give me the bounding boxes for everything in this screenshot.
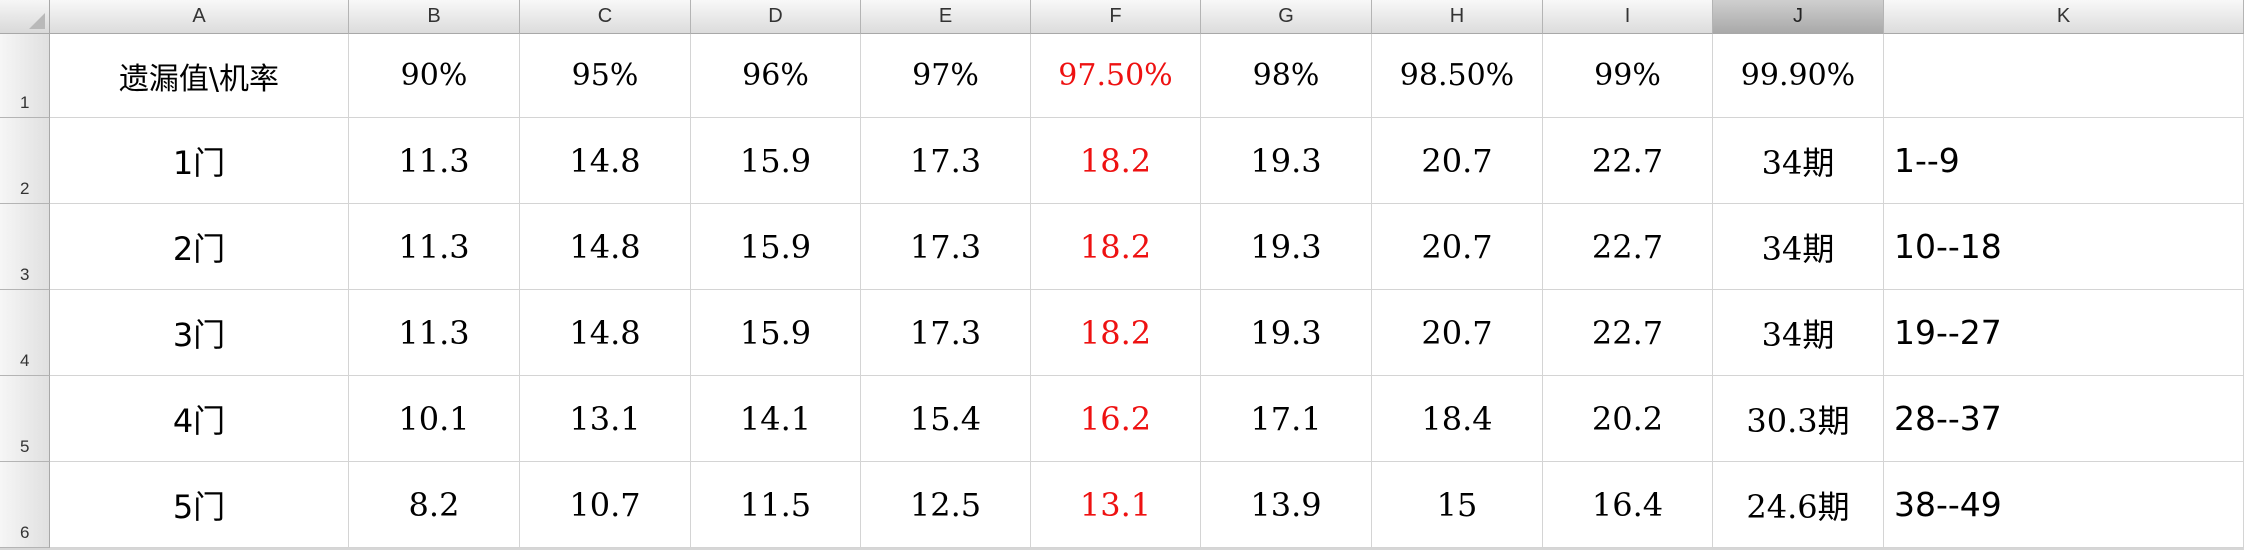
cell-h3[interactable]: 20.7 [1372, 204, 1543, 290]
column-header-h[interactable]: H [1372, 0, 1543, 34]
cell-b1[interactable]: 90% [349, 34, 520, 118]
cell-j3[interactable]: 34期 [1713, 204, 1884, 290]
cell-e2[interactable]: 17.3 [861, 118, 1031, 204]
cell-a3[interactable]: 2门 [50, 204, 349, 290]
cell-h2[interactable]: 20.7 [1372, 118, 1543, 204]
cell-e1[interactable]: 97% [861, 34, 1031, 118]
cell-a5[interactable]: 4门 [50, 376, 349, 462]
cell-e6[interactable]: 12.5 [861, 462, 1031, 548]
row-header-3[interactable]: 3 [0, 204, 50, 290]
cell-i5[interactable]: 20.2 [1543, 376, 1713, 462]
cell-g6[interactable]: 13.9 [1201, 462, 1372, 548]
column-header-e[interactable]: E [861, 0, 1031, 34]
cell-f4[interactable]: 18.2 [1031, 290, 1201, 376]
row-number: 6 [20, 523, 30, 542]
column-header-i[interactable]: I [1543, 0, 1713, 34]
cell-j5[interactable]: 30.3期 [1713, 376, 1884, 462]
cell-c2[interactable]: 14.8 [520, 118, 691, 204]
cell-f2[interactable]: 18.2 [1031, 118, 1201, 204]
cell-d5[interactable]: 14.1 [691, 376, 861, 462]
cell-a1[interactable]: 遗漏值\机率 [50, 34, 349, 118]
cell-f3[interactable]: 18.2 [1031, 204, 1201, 290]
column-header-f[interactable]: F [1031, 0, 1201, 34]
cell-i6[interactable]: 16.4 [1543, 462, 1713, 548]
row-number: 5 [20, 437, 30, 456]
cell-g3[interactable]: 19.3 [1201, 204, 1372, 290]
column-header-g[interactable]: G [1201, 0, 1372, 34]
cell-d1[interactable]: 96% [691, 34, 861, 118]
cell-h5[interactable]: 18.4 [1372, 376, 1543, 462]
cell-i3[interactable]: 22.7 [1543, 204, 1713, 290]
next-row-edge [0, 548, 2244, 550]
cell-a4[interactable]: 3门 [50, 290, 349, 376]
cell-e5[interactable]: 15.4 [861, 376, 1031, 462]
select-all-corner[interactable] [0, 0, 50, 34]
cell-h6[interactable]: 15 [1372, 462, 1543, 548]
row-header-1[interactable]: 1 [0, 34, 50, 118]
cell-g2[interactable]: 19.3 [1201, 118, 1372, 204]
cell-b2[interactable]: 11.3 [349, 118, 520, 204]
select-all-triangle-icon [29, 13, 45, 29]
cell-f6[interactable]: 13.1 [1031, 462, 1201, 548]
cell-k4[interactable]: 19--27 [1884, 290, 2244, 376]
column-header-a[interactable]: A [50, 0, 349, 34]
cell-e3[interactable]: 17.3 [861, 204, 1031, 290]
cell-d2[interactable]: 15.9 [691, 118, 861, 204]
cell-k5[interactable]: 28--37 [1884, 376, 2244, 462]
cell-k3[interactable]: 10--18 [1884, 204, 2244, 290]
column-header-c[interactable]: C [520, 0, 691, 34]
column-header-b[interactable]: B [349, 0, 520, 34]
row-header-2[interactable]: 2 [0, 118, 50, 204]
column-header-j[interactable]: J [1713, 0, 1884, 34]
cell-i1[interactable]: 99% [1543, 34, 1713, 118]
row-header-4[interactable]: 4 [0, 290, 50, 376]
cell-d4[interactable]: 15.9 [691, 290, 861, 376]
cell-g5[interactable]: 17.1 [1201, 376, 1372, 462]
cell-k1[interactable] [1884, 34, 2244, 118]
cell-d3[interactable]: 15.9 [691, 204, 861, 290]
cell-d6[interactable]: 11.5 [691, 462, 861, 548]
cell-j6[interactable]: 24.6期 [1713, 462, 1884, 548]
cell-g4[interactable]: 19.3 [1201, 290, 1372, 376]
row-number: 1 [20, 93, 30, 112]
row-number: 3 [20, 265, 30, 284]
cell-c5[interactable]: 13.1 [520, 376, 691, 462]
cell-j1[interactable]: 99.90% [1713, 34, 1884, 118]
cell-a6[interactable]: 5门 [50, 462, 349, 548]
cell-b3[interactable]: 11.3 [349, 204, 520, 290]
row-number: 4 [20, 351, 30, 370]
cell-j4[interactable]: 34期 [1713, 290, 1884, 376]
cell-c6[interactable]: 10.7 [520, 462, 691, 548]
cell-c1[interactable]: 95% [520, 34, 691, 118]
cell-c4[interactable]: 14.8 [520, 290, 691, 376]
cell-k2[interactable]: 1--9 [1884, 118, 2244, 204]
column-header-k[interactable]: K [1884, 0, 2244, 34]
row-header-5[interactable]: 5 [0, 376, 50, 462]
cell-f1[interactable]: 97.50% [1031, 34, 1201, 118]
cell-e4[interactable]: 17.3 [861, 290, 1031, 376]
cell-i4[interactable]: 22.7 [1543, 290, 1713, 376]
cell-j2[interactable]: 34期 [1713, 118, 1884, 204]
row-header-6[interactable]: 6 [0, 462, 50, 548]
cell-h4[interactable]: 20.7 [1372, 290, 1543, 376]
cell-a2[interactable]: 1门 [50, 118, 349, 204]
cell-c3[interactable]: 14.8 [520, 204, 691, 290]
cell-b5[interactable]: 10.1 [349, 376, 520, 462]
cell-b4[interactable]: 11.3 [349, 290, 520, 376]
cell-h1[interactable]: 98.50% [1372, 34, 1543, 118]
row-number: 2 [20, 179, 30, 198]
cell-k6[interactable]: 38--49 [1884, 462, 2244, 548]
cell-i2[interactable]: 22.7 [1543, 118, 1713, 204]
cell-g1[interactable]: 98% [1201, 34, 1372, 118]
cell-b6[interactable]: 8.2 [349, 462, 520, 548]
cell-f5[interactable]: 16.2 [1031, 376, 1201, 462]
column-header-d[interactable]: D [691, 0, 861, 34]
